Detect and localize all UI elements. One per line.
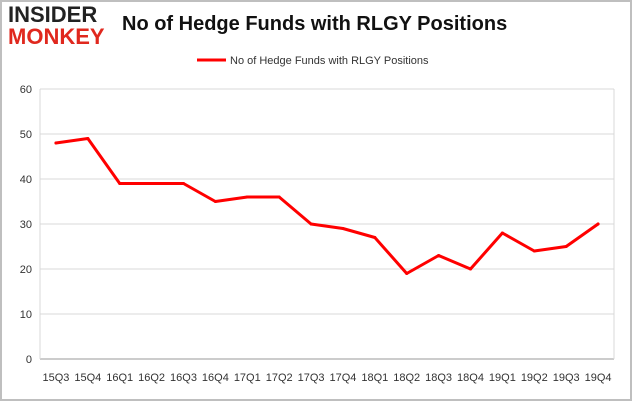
y-tick-label: 0 [26,354,32,366]
x-tick-label: 19Q3 [553,372,580,384]
data-point [86,137,90,140]
data-point [341,227,345,230]
y-tick-label: 20 [20,264,32,276]
data-point [564,245,568,248]
data-point [437,254,441,257]
data-point [532,249,536,253]
data-point [150,182,154,185]
y-tick-label: 40 [20,174,32,186]
x-tick-label: 18Q3 [425,372,452,384]
x-tick-label: 19Q1 [489,372,516,384]
logo-line-1: INSIDER [8,2,98,27]
y-tick-label: 50 [20,129,32,141]
x-tick-label: 17Q2 [266,372,293,384]
data-point [245,195,249,199]
gridlines [39,88,615,360]
series-layer [54,137,600,275]
data-point [373,236,377,239]
data-point [596,222,600,226]
x-tick-label: 16Q1 [106,372,133,384]
y-tick-label: 10 [20,309,32,321]
data-point [118,182,122,185]
data-point [213,200,217,203]
insider-monkey-logo: INSIDER MONKEY [8,4,118,54]
data-point [500,231,504,235]
y-tick-label: 60 [20,84,32,96]
legend: No of Hedge Funds with RLGY Positions [197,55,429,67]
x-tick-label: 16Q2 [138,372,165,384]
chart-title: No of Hedge Funds with RLGY Positions [122,13,508,35]
x-tick-label: 18Q4 [457,372,484,384]
y-axis-ticks: 0 10 20 30 40 50 60 [20,84,32,366]
x-tick-label: 15Q4 [74,372,101,384]
x-tick-label: 16Q4 [202,372,229,384]
data-point [182,182,185,185]
x-tick-label: 15Q3 [42,372,69,384]
data-point [277,195,281,199]
logo-line-2: MONKEY [8,24,105,49]
series-line [54,137,600,275]
x-tick-label: 18Q2 [393,372,420,384]
x-tick-label: 16Q3 [170,372,197,384]
legend-label: No of Hedge Funds with RLGY Positions [230,55,429,67]
x-tick-label: 17Q3 [298,372,325,384]
data-point [309,222,313,226]
data-point [54,141,58,145]
x-axis-ticks: 15Q3 15Q4 16Q1 16Q2 16Q3 16Q4 17Q1 17Q2 17Q3 17Q4… [42,372,611,384]
x-tick-label: 17Q4 [329,372,356,384]
data-point [405,272,409,275]
x-tick-label: 19Q2 [521,372,548,384]
x-tick-label: 19Q4 [585,372,612,384]
x-tick-label: 18Q1 [361,372,388,384]
y-tick-label: 30 [20,219,32,231]
data-point [469,267,472,271]
x-tick-label: 17Q1 [234,372,261,384]
